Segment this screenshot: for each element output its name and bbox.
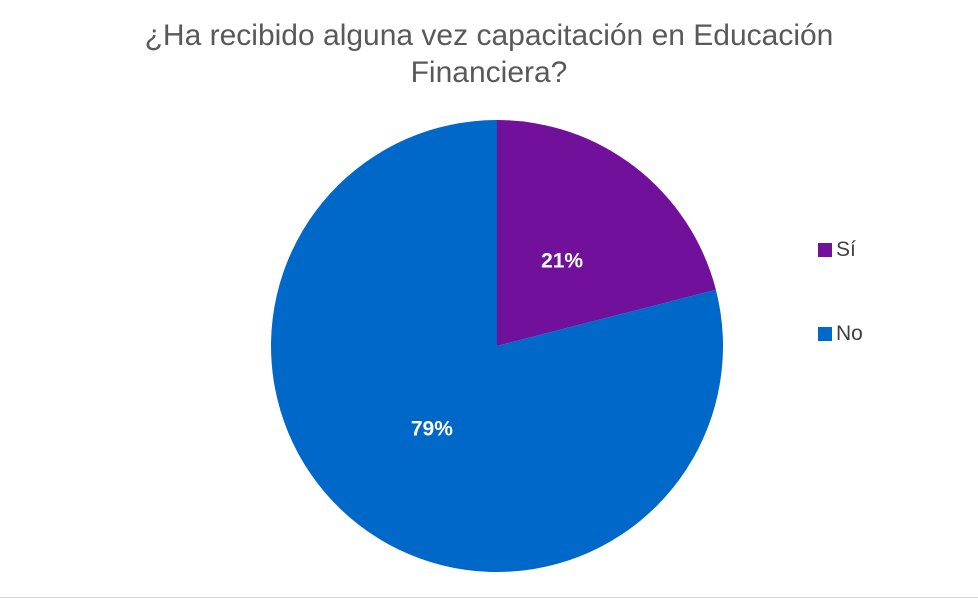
slice-label-si: 21% <box>541 250 583 273</box>
legend-swatch <box>818 243 832 257</box>
legend-item-si: Sí <box>818 236 863 264</box>
bottom-divider <box>0 597 978 598</box>
legend-swatch <box>818 327 832 341</box>
legend-item-no: No <box>818 320 863 348</box>
pie-slice-si <box>497 120 716 346</box>
slice-label-no: 79% <box>411 417 453 440</box>
legend-label: Sí <box>836 238 856 261</box>
pie-slice-labels: 21% 79% <box>411 250 584 441</box>
chart-title: ¿Ha recibido alguna vez capacitación en … <box>144 19 834 89</box>
legend-label: No <box>836 322 863 345</box>
pie-slice-no <box>271 120 723 572</box>
legend: Sí No <box>818 236 863 404</box>
pie-slices <box>271 120 723 572</box>
